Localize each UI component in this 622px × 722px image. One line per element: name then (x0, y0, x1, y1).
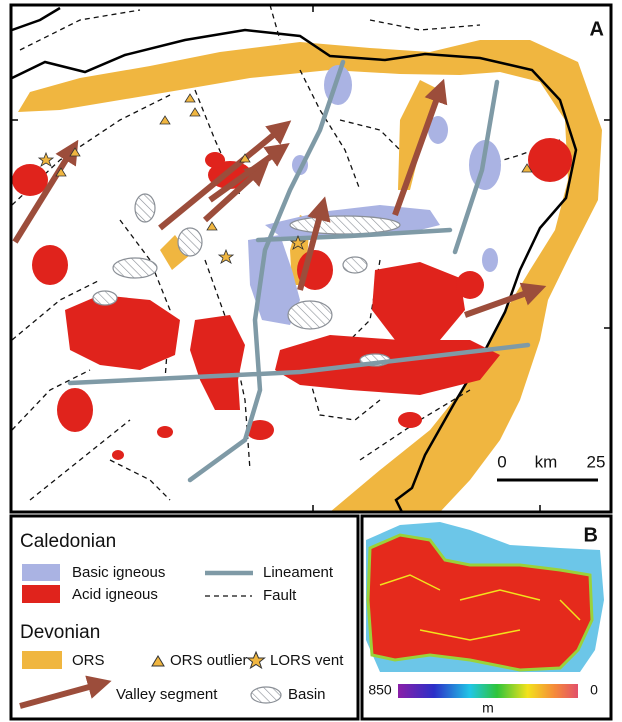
panel-label: B (584, 524, 598, 546)
legend-label: Lineament (263, 564, 334, 581)
legend-label: Basic igneous (72, 564, 165, 581)
legend-label: Basin (288, 686, 326, 703)
scale-end: 25 (587, 452, 606, 471)
colorbar-max: 850 (368, 682, 392, 698)
figure: A 0 km 25 Caledonian Basic igneous Linea… (0, 0, 622, 722)
scale-unit: km (535, 452, 558, 471)
colorbar-unit: m (482, 700, 494, 716)
legend-label: Valley segment (116, 686, 218, 703)
legend-label: ORS (72, 652, 105, 669)
map-a (11, 0, 612, 512)
panel-label: A (590, 18, 604, 40)
legend-heading: Caledonian (20, 531, 116, 552)
legend-heading: Devonian (20, 622, 100, 643)
colorbar-min: 0 (590, 682, 598, 698)
legend-label: Acid igneous (72, 586, 158, 603)
legend-label: LORS vent (270, 652, 344, 669)
scale-start: 0 (497, 452, 506, 471)
legend-label: Fault (263, 587, 297, 604)
legend-label: ORS outlier (170, 652, 248, 669)
